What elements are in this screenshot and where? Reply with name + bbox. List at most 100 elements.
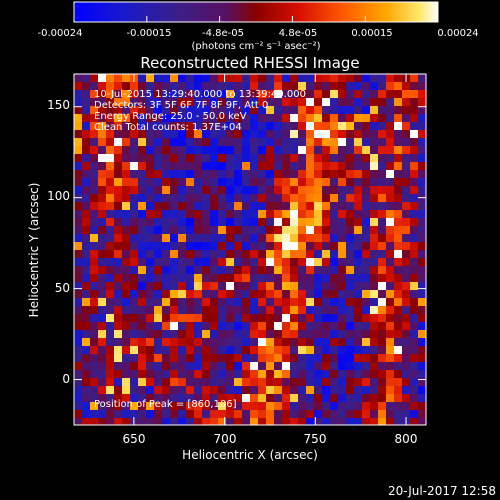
heatmap-cell — [154, 330, 163, 339]
heatmap-cell — [322, 410, 331, 419]
heatmap-cell — [130, 146, 139, 155]
heatmap-cell — [282, 242, 291, 251]
heatmap-cell — [290, 250, 299, 259]
heatmap-cell — [74, 386, 83, 395]
heatmap-cell — [218, 346, 227, 355]
heatmap-cell — [98, 242, 107, 251]
heatmap-cell — [370, 170, 379, 179]
heatmap-cell — [362, 146, 371, 155]
heatmap-cell — [210, 322, 219, 331]
heatmap-cell — [154, 202, 163, 211]
heatmap-cell — [346, 242, 355, 251]
heatmap-cell — [250, 290, 259, 299]
heatmap-cell — [106, 194, 115, 203]
heatmap-cell — [402, 290, 411, 299]
heatmap-cell — [170, 386, 179, 395]
heatmap-cell — [130, 162, 139, 171]
heatmap-cell — [90, 338, 99, 347]
heatmap-cell — [186, 186, 195, 195]
heatmap-cell — [314, 306, 323, 315]
heatmap-cell — [410, 354, 419, 363]
heatmap-cell — [282, 130, 291, 139]
heatmap-cell — [274, 170, 283, 179]
heatmap-cell — [90, 282, 99, 291]
heatmap-cell — [322, 282, 331, 291]
heatmap-cell — [394, 306, 403, 315]
heatmap-cell — [170, 218, 179, 227]
heatmap-cell — [186, 138, 195, 147]
heatmap-cell — [98, 226, 107, 235]
heatmap-cell — [106, 98, 115, 107]
heatmap-cell — [194, 418, 203, 425]
heatmap-cell — [202, 138, 211, 147]
heatmap-cell — [274, 138, 283, 147]
heatmap-cell — [322, 402, 331, 411]
heatmap-cell — [138, 130, 147, 139]
heatmap-cell — [82, 346, 91, 355]
heatmap-cell — [122, 338, 131, 347]
heatmap-cell — [354, 82, 363, 91]
heatmap-cell — [250, 386, 259, 395]
heatmap-cell — [90, 218, 99, 227]
heatmap-cell — [354, 234, 363, 243]
heatmap-cell — [210, 154, 219, 163]
heatmap-cell — [370, 234, 379, 243]
heatmap-cell — [194, 362, 203, 371]
heatmap-cell — [234, 282, 243, 291]
heatmap-cell — [394, 370, 403, 379]
heatmap-cell — [418, 290, 426, 299]
heatmap-cell — [154, 130, 163, 139]
heatmap-cell — [314, 346, 323, 355]
heatmap-cell — [98, 218, 107, 227]
heatmap-cell — [98, 258, 107, 267]
heatmap-cell — [410, 106, 419, 115]
heatmap-cell — [274, 354, 283, 363]
heatmap-cell — [226, 130, 235, 139]
heatmap-cell — [282, 314, 291, 323]
heatmap-cell — [162, 234, 171, 243]
heatmap-cell — [122, 274, 131, 283]
colorbar-tick-label-4: 0.00015 — [351, 28, 392, 39]
heatmap-cell — [394, 98, 403, 107]
heatmap-cell — [130, 130, 139, 139]
heatmap-cell — [130, 226, 139, 235]
heatmap-cell — [394, 194, 403, 203]
heatmap-cell — [74, 82, 83, 91]
heatmap-cell — [202, 322, 211, 331]
heatmap-cell — [394, 234, 403, 243]
heatmap-cell — [250, 338, 259, 347]
heatmap-cell — [402, 322, 411, 331]
heatmap-cell — [290, 162, 299, 171]
heatmap-cell — [146, 322, 155, 331]
heatmap-cell — [410, 210, 419, 219]
heatmap-cell — [170, 394, 179, 403]
heatmap-cell — [170, 146, 179, 155]
heatmap-cell — [146, 194, 155, 203]
heatmap-cell — [250, 178, 259, 187]
heatmap-cell — [122, 362, 131, 371]
heatmap-cell — [282, 378, 291, 387]
heatmap-cell — [186, 242, 195, 251]
heatmap-cell — [306, 314, 315, 323]
heatmap-cell — [186, 82, 195, 91]
heatmap-cell — [298, 234, 307, 243]
heatmap-cell — [418, 322, 426, 331]
heatmap-cell — [290, 418, 299, 425]
heatmap-cell — [362, 298, 371, 307]
heatmap-cell — [306, 250, 315, 259]
heatmap-cell — [138, 354, 147, 363]
heatmap-cell — [346, 154, 355, 163]
heatmap-cell — [242, 354, 251, 363]
heatmap-cell — [410, 306, 419, 315]
heatmap-cell — [162, 362, 171, 371]
heatmap-cell — [170, 322, 179, 331]
heatmap-cell — [178, 314, 187, 323]
heatmap-cell — [210, 74, 219, 83]
heatmap-cell — [386, 210, 395, 219]
heatmap-cell — [338, 266, 347, 275]
heatmap-cell — [298, 98, 307, 107]
heatmap-cell — [210, 394, 219, 403]
heatmap-cell — [170, 114, 179, 123]
heatmap-cell — [250, 194, 259, 203]
heatmap-cell — [354, 74, 363, 83]
